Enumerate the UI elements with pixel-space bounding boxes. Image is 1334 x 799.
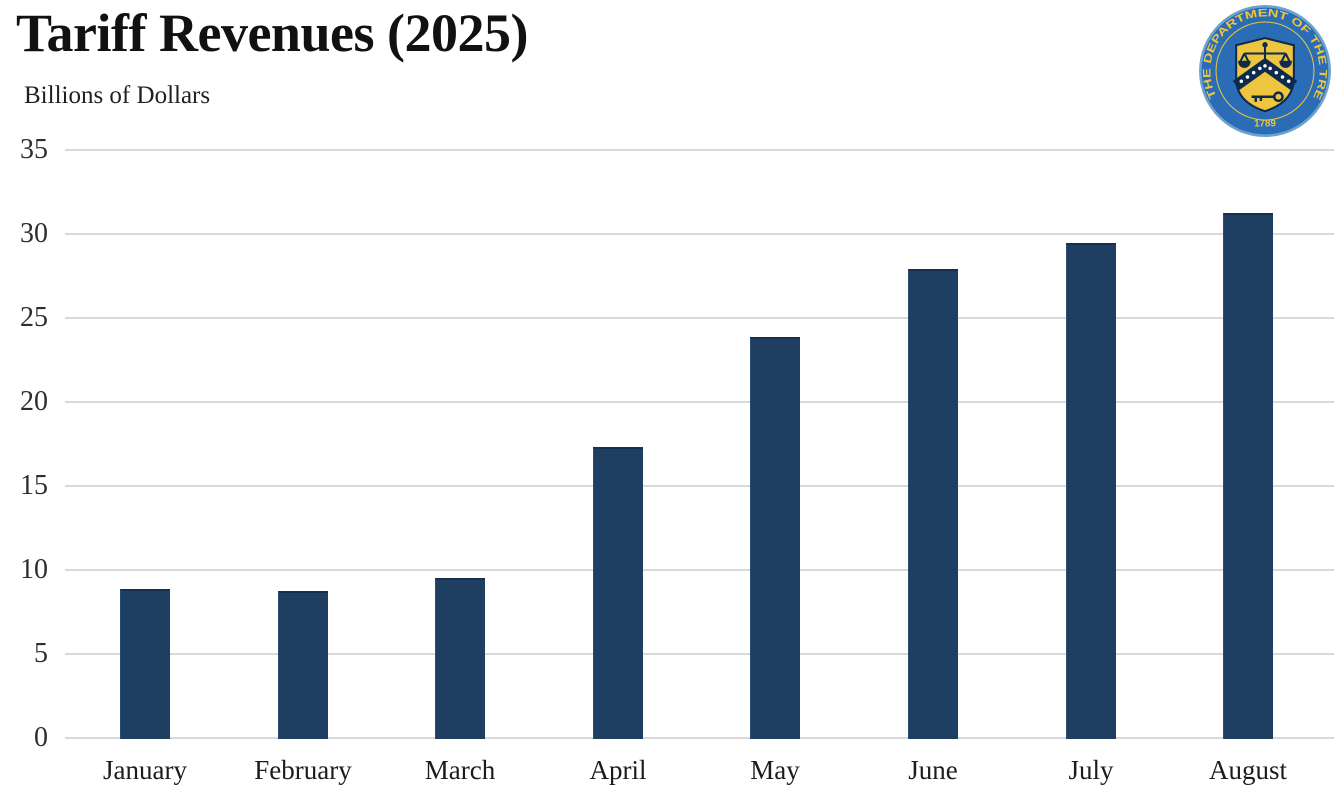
bar-august: [1223, 213, 1273, 739]
x-label-july: July: [1068, 755, 1114, 785]
chart-title: Tariff Revenues (2025): [16, 3, 528, 63]
seal-key-icon: [1251, 91, 1284, 103]
y-tick-15: 15: [20, 470, 48, 501]
x-label-august: August: [1208, 755, 1287, 785]
gridline-20: [65, 401, 1334, 403]
gridline-25: [65, 317, 1334, 319]
gridline-35: [65, 149, 1334, 151]
x-label-june: June: [908, 755, 958, 785]
gridline-15: [65, 485, 1334, 487]
bar-january: [120, 589, 170, 739]
x-label-january: January: [103, 755, 187, 785]
x-label-may: May: [750, 755, 800, 785]
treasury-seal-icon: THE DEPARTMENT OF THE TREASURY: [1193, 0, 1332, 138]
gridline-10: [65, 569, 1334, 571]
y-tick-35: 35: [20, 134, 48, 165]
y-tick-0: 0: [34, 722, 48, 753]
y-tick-10: 10: [20, 554, 48, 585]
bar-july: [1066, 243, 1116, 739]
gridline-5: [65, 653, 1334, 655]
x-label-march: March: [424, 755, 496, 785]
y-tick-25: 25: [20, 302, 48, 333]
seal-chevron: [1232, 57, 1298, 91]
bar-march: [435, 578, 485, 739]
y-tick-20: 20: [20, 386, 48, 417]
x-label-april: April: [589, 755, 647, 785]
y-tick-30: 30: [20, 218, 48, 249]
treasury-seal-svg: THE DEPARTMENT OF THE TREASURY: [1193, 0, 1331, 137]
bar-april: [593, 447, 643, 739]
bar-may: [750, 337, 800, 739]
gridline-0: [65, 737, 1334, 739]
chart-subtitle: Billions of Dollars: [24, 82, 211, 109]
y-tick-5: 5: [34, 638, 48, 669]
bar-february: [278, 591, 328, 739]
seal-scales-icon: [1238, 42, 1292, 68]
gridline-30: [65, 233, 1334, 235]
x-label-february: February: [254, 755, 352, 785]
bar-june: [908, 269, 958, 739]
seal-year: 1789: [1254, 119, 1276, 130]
